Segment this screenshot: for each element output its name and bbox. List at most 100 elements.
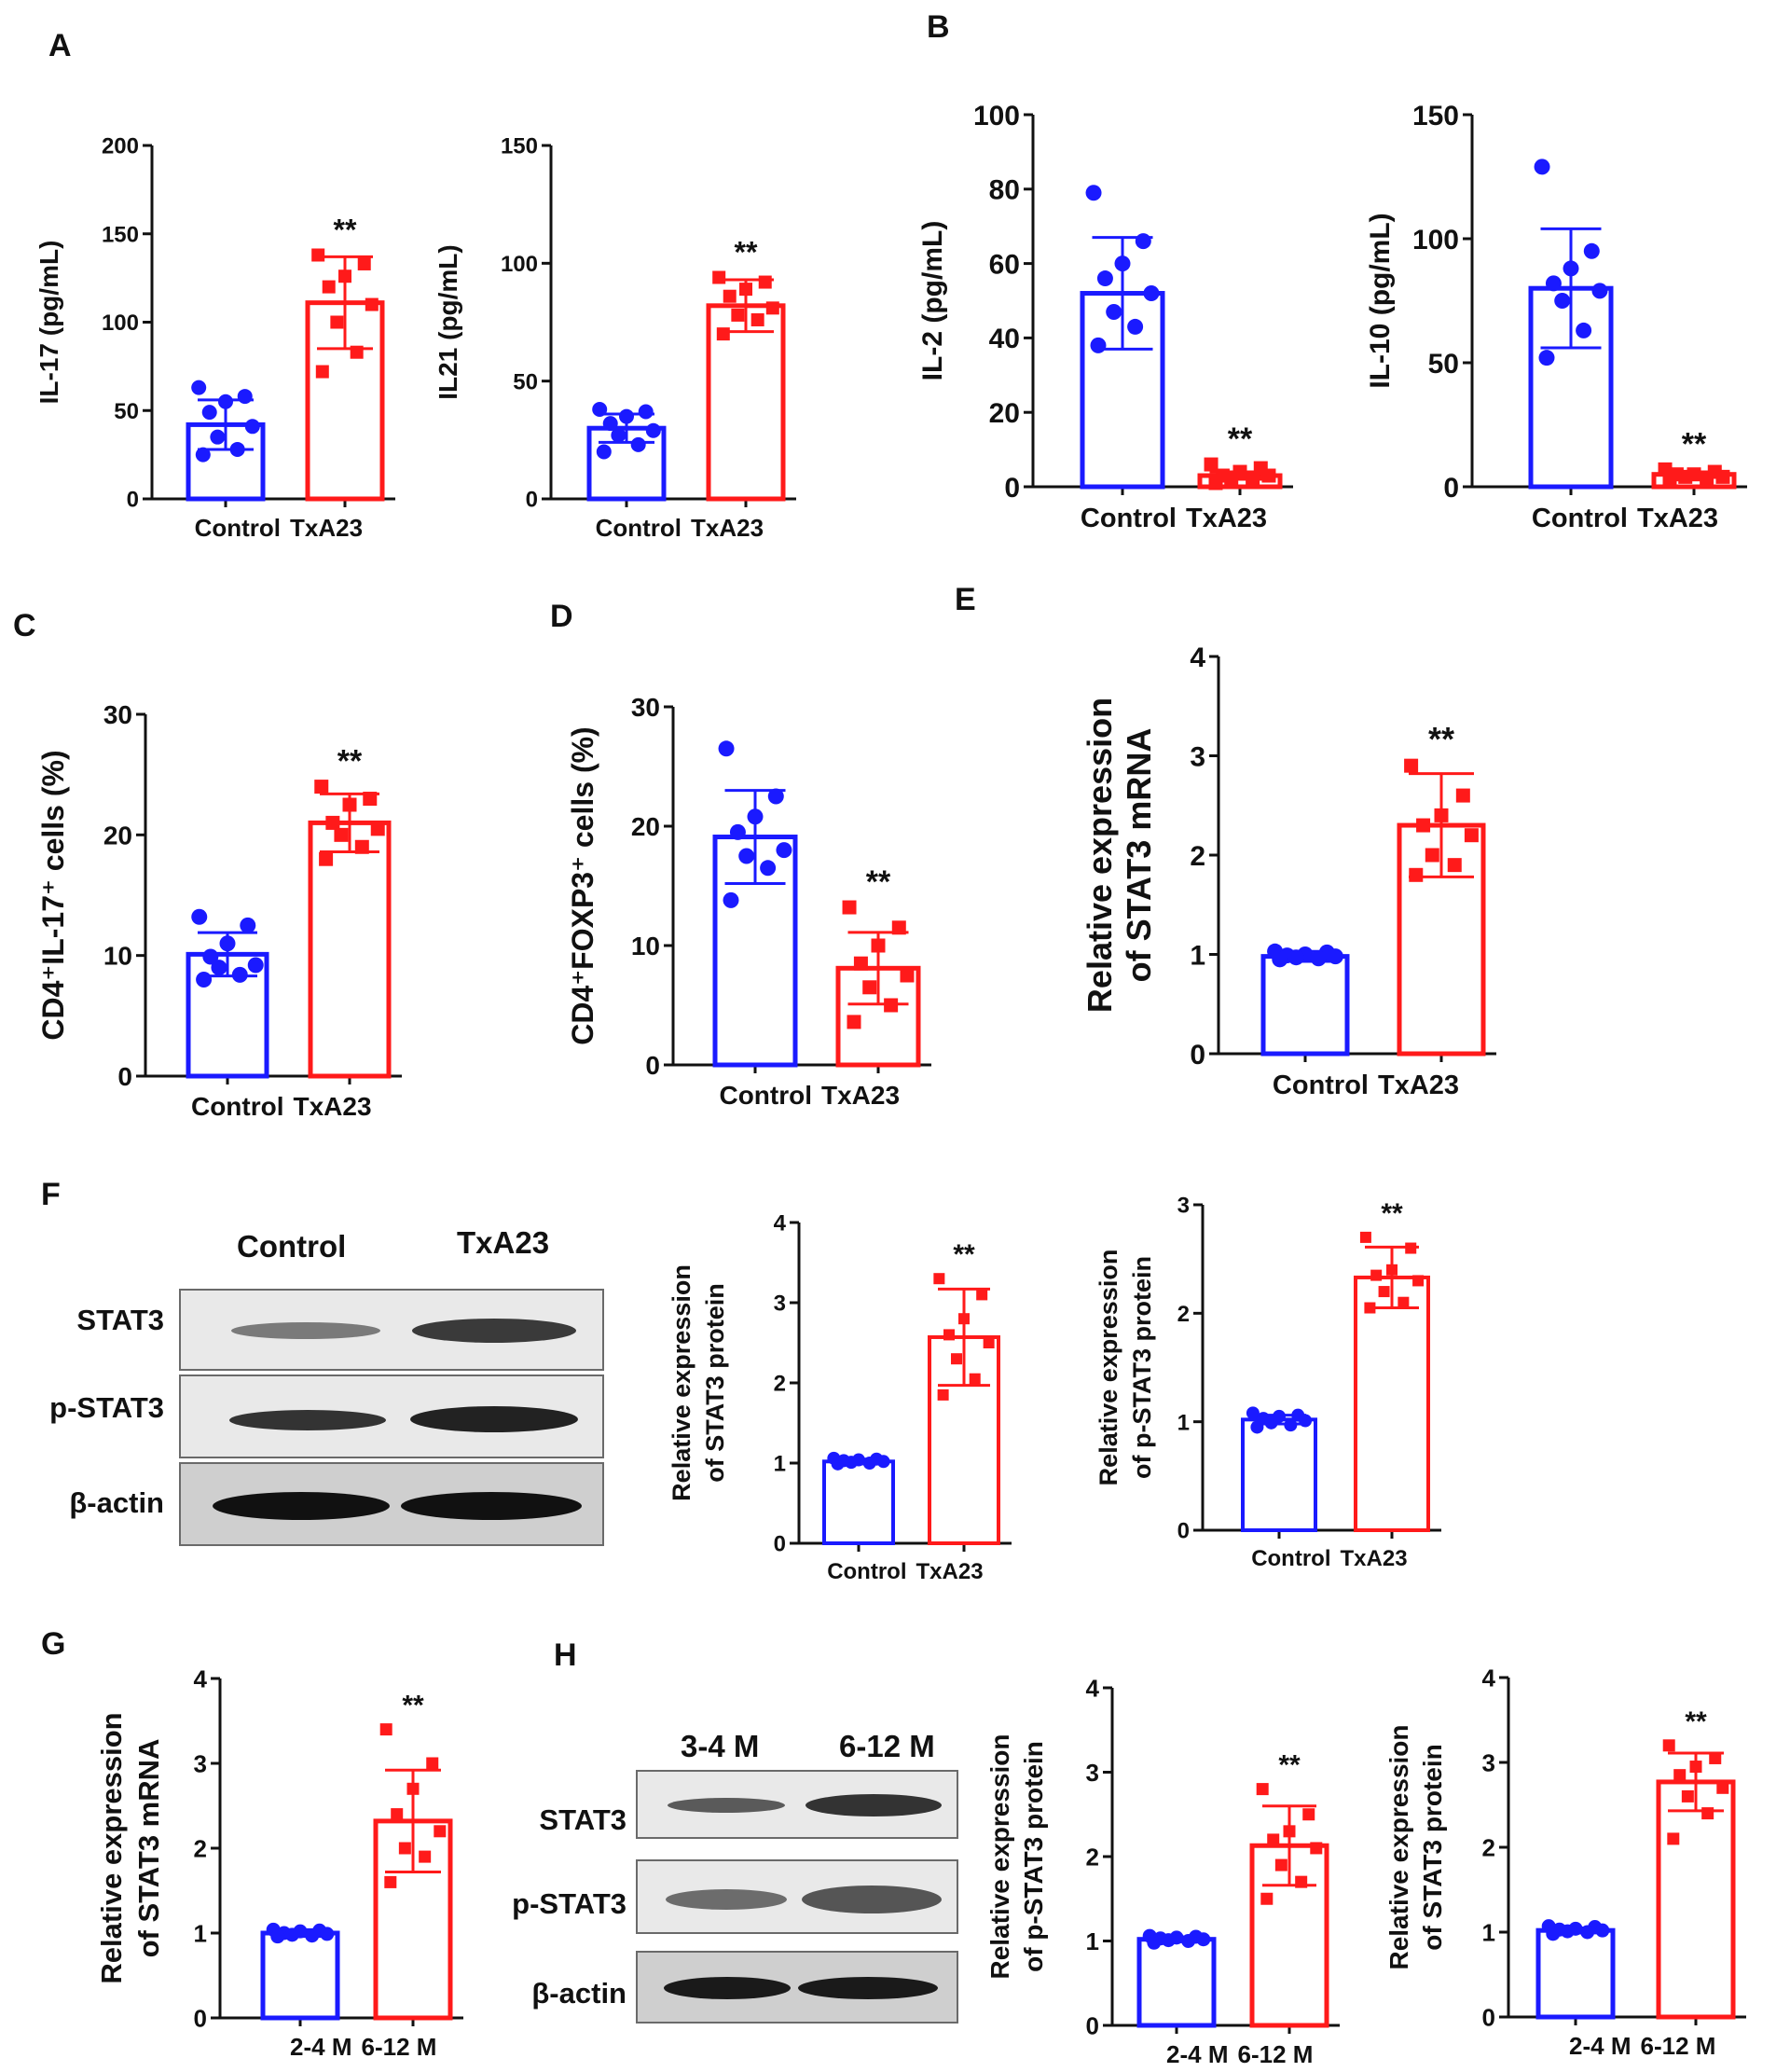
- data-point: [845, 1456, 859, 1470]
- x-tick-label: 2-4 M: [290, 2033, 351, 2061]
- data-point: [1678, 469, 1693, 484]
- data-point: [596, 444, 612, 460]
- y-axis-label: Relative expression: [985, 1734, 1014, 1979]
- data-point: [1090, 337, 1107, 353]
- x-tick-label: Control: [191, 1092, 284, 1121]
- x-tick-label: 6-12 M: [1238, 2040, 1314, 2068]
- blot-h-column-3-4m: 3-4 M: [681, 1729, 760, 1763]
- blot-h-row-stat3: STAT3: [539, 1803, 626, 1836]
- data-point: [1196, 1932, 1211, 1947]
- y-tick-label: 150: [501, 134, 538, 159]
- data-point: [229, 441, 245, 457]
- data-point: [937, 1388, 949, 1401]
- data-point: [630, 436, 646, 452]
- significance-marker: **: [337, 744, 363, 780]
- data-point: [406, 1782, 420, 1795]
- y-tick-label: 50: [114, 399, 139, 424]
- data-point: [247, 957, 264, 974]
- data-point: [426, 1757, 439, 1770]
- y-axis-label: of p-STAT3 protein: [1019, 1741, 1048, 1972]
- y-tick-label: 150: [1412, 101, 1459, 131]
- data-point: [738, 848, 755, 864]
- data-point: [760, 860, 777, 877]
- data-point: [315, 365, 329, 379]
- significance-marker: **: [1278, 1750, 1301, 1781]
- blot-f-row-pstat3: p-STAT3: [49, 1391, 164, 1424]
- blot-f-row-stat3: STAT3: [76, 1304, 164, 1336]
- blot-h-row-pstat3: p-STAT3: [512, 1887, 626, 1920]
- blot-band: [231, 1322, 380, 1339]
- panel-label-e: E: [955, 582, 976, 617]
- significance-marker: **: [866, 864, 891, 900]
- data-point: [334, 827, 349, 842]
- blot-band: [798, 1977, 938, 1999]
- data-point: [1147, 1935, 1162, 1950]
- y-axis-label: Relative expression: [95, 1712, 128, 1983]
- chart-stat3protH: 0 1 2 3 4 2-4 M 6-12 M Relative expression of ST…: [1384, 1664, 1746, 2060]
- data-point: [1181, 1934, 1196, 1948]
- data-point: [1447, 858, 1462, 873]
- y-tick-label: 3: [1482, 1748, 1495, 1776]
- data-point: [1425, 848, 1439, 863]
- data-point: [619, 408, 634, 424]
- blot-f-row-bactin: β-actin: [69, 1486, 164, 1519]
- y-axis-label: IL-17 (pg/mL): [34, 241, 63, 405]
- y-tick-label: 4: [1086, 1674, 1100, 1702]
- data-point: [434, 1825, 447, 1838]
- data-point: [765, 301, 779, 315]
- bar: [822, 1459, 895, 1546]
- data-point: [1662, 1739, 1675, 1752]
- blot-h-row-bactin: β-actin: [531, 1977, 626, 2010]
- data-point: [716, 327, 730, 341]
- data-point: [976, 1289, 988, 1301]
- data-point: [1224, 472, 1239, 487]
- y-tick-label: 0: [1004, 473, 1020, 504]
- data-point: [1689, 1761, 1702, 1774]
- panel-label-c: C: [13, 608, 36, 643]
- data-point: [1127, 318, 1144, 335]
- y-tick-label: 0: [1443, 473, 1459, 504]
- data-point: [747, 808, 764, 825]
- data-point: [342, 797, 357, 812]
- data-point: [876, 1455, 890, 1469]
- y-tick-label: 30: [103, 700, 132, 729]
- y-tick-label: 3: [774, 1292, 786, 1317]
- y-axis-label: of STAT3 protein: [701, 1283, 729, 1482]
- blot-band: [802, 1886, 942, 1913]
- data-point: [1299, 1414, 1313, 1428]
- x-tick-label: Control: [1273, 1071, 1369, 1100]
- data-point: [1715, 469, 1730, 484]
- data-point: [1208, 476, 1223, 490]
- data-point: [853, 956, 868, 971]
- data-point: [357, 256, 371, 270]
- x-tick-label: Control: [1251, 1546, 1330, 1571]
- data-point: [1114, 256, 1131, 272]
- y-tick-label: 40: [989, 324, 1020, 354]
- data-point: [365, 297, 379, 311]
- y-tick-label: 50: [513, 369, 538, 394]
- data-point: [969, 1373, 981, 1385]
- blot-f-strip-stat3: [179, 1289, 604, 1371]
- panel-label-f: F: [41, 1177, 61, 1212]
- data-point: [1404, 758, 1419, 773]
- chart-il10: 0 50 100 150 Control TxA23 IL-10 (pg/mL) **: [1365, 101, 1747, 533]
- significance-marker: **: [953, 1239, 975, 1270]
- data-point: [602, 416, 618, 432]
- y-tick-label: 150: [102, 222, 139, 247]
- y-axis-label: CD4⁺IL-17⁺ cells (%): [36, 750, 70, 1040]
- data-point: [739, 283, 752, 297]
- y-tick-label: 2: [194, 1834, 207, 1862]
- data-point: [1416, 818, 1431, 833]
- data-point: [305, 1928, 320, 1943]
- data-point: [1246, 1406, 1260, 1420]
- y-tick-label: 3: [1177, 1194, 1190, 1219]
- data-point: [1716, 1781, 1729, 1794]
- data-point: [1364, 1302, 1376, 1314]
- data-point: [1260, 1892, 1274, 1905]
- x-tick-label: TxA23: [290, 514, 363, 542]
- y-tick-label: 2: [774, 1372, 786, 1397]
- y-axis-label: Relative expression: [1081, 698, 1119, 1013]
- data-point: [1409, 867, 1424, 882]
- panel-label-a: A: [48, 28, 72, 63]
- y-tick-label: 200: [102, 134, 139, 159]
